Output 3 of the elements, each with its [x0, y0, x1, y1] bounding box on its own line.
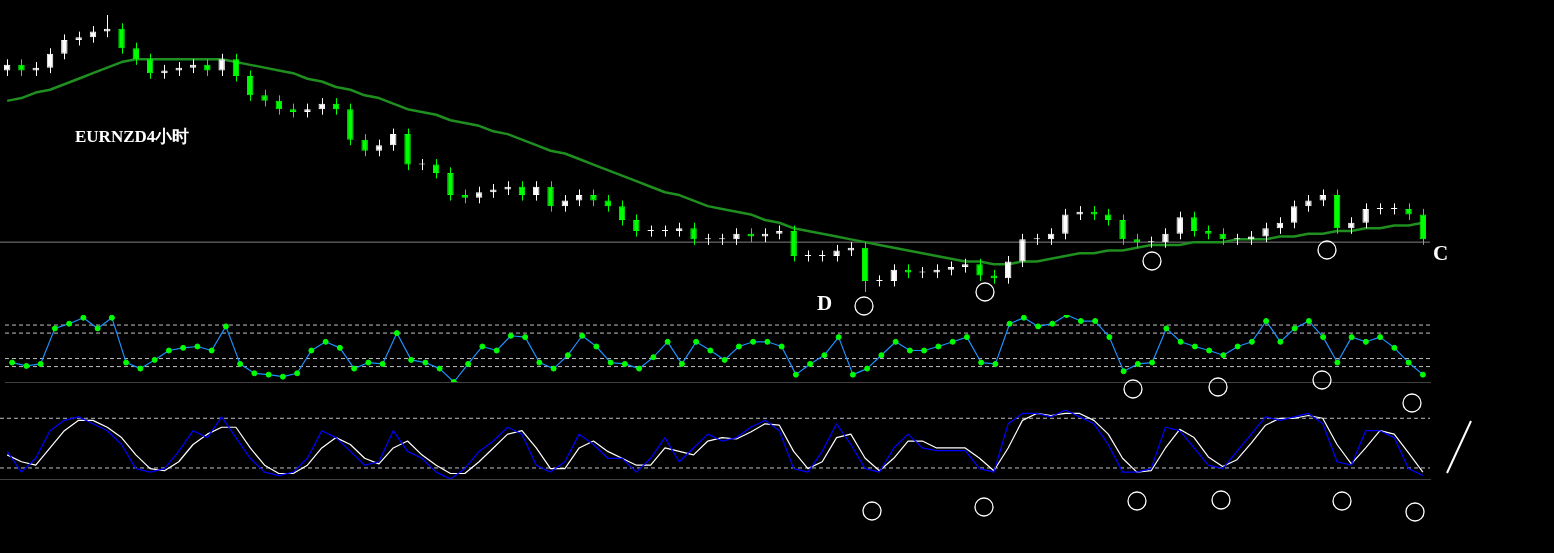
annotation: EURNZD4小时 — [75, 127, 190, 148]
text: C — [1433, 241, 1449, 267]
annotation: D — [817, 291, 833, 317]
